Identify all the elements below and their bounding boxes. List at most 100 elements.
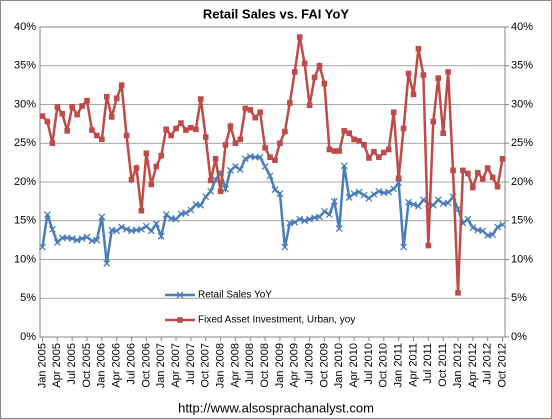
series-marker — [153, 163, 160, 170]
series-marker — [355, 188, 363, 196]
series-marker — [94, 132, 100, 139]
series-marker — [340, 162, 348, 170]
series-marker — [99, 136, 105, 143]
series-marker — [366, 155, 372, 161]
series-marker — [138, 207, 145, 214]
series-marker — [188, 124, 194, 131]
series-marker — [207, 187, 215, 195]
x-tick-label: Apr 2008 — [229, 343, 241, 388]
series-marker — [113, 95, 120, 102]
series-marker — [440, 130, 446, 136]
series-marker — [133, 165, 140, 171]
chart-title: Retail Sales vs. FAI YoY — [203, 6, 350, 21]
x-tick-label: Apr 2009 — [289, 343, 301, 388]
y2-tick-label: 10% — [511, 253, 533, 265]
series-marker — [450, 167, 456, 174]
series-marker — [282, 128, 288, 135]
series-marker — [301, 60, 308, 67]
series-marker — [325, 211, 333, 219]
series-marker — [430, 118, 437, 125]
series-marker — [44, 118, 51, 125]
series-marker — [494, 183, 501, 190]
series-marker — [158, 152, 164, 159]
series-marker — [429, 201, 437, 209]
y-tick-label: 25% — [14, 137, 36, 149]
series-marker — [78, 235, 86, 243]
y-tick-label: 40% — [14, 21, 36, 33]
series-marker — [68, 235, 76, 243]
series-marker — [454, 205, 462, 213]
series-marker — [242, 105, 249, 112]
y-tick-label: 15% — [14, 215, 36, 227]
x-tick-label: Jan 2009 — [274, 343, 286, 388]
x-tick-label: Jan 2006 — [96, 343, 108, 388]
series-marker — [405, 198, 412, 206]
series-marker — [445, 69, 451, 75]
series-marker — [172, 215, 180, 223]
series-marker — [414, 202, 422, 210]
y2-tick-label: 30% — [511, 98, 533, 110]
series-marker — [415, 45, 422, 52]
y-tick-label: 5% — [20, 292, 36, 304]
series-marker — [48, 225, 56, 233]
x-tick-label: Jan 2011 — [393, 343, 405, 387]
series-marker — [499, 155, 506, 162]
series-marker — [202, 134, 209, 140]
series-marker — [266, 172, 274, 180]
series-marker — [257, 109, 263, 116]
series-marker — [296, 215, 304, 223]
series-marker — [178, 120, 184, 126]
series-marker — [465, 170, 471, 177]
legend-marker — [177, 317, 183, 323]
series-marker — [460, 167, 466, 174]
series-marker — [361, 142, 367, 148]
y2-tick-label: 25% — [511, 137, 533, 149]
series-marker — [321, 80, 328, 87]
series-marker — [335, 225, 343, 232]
series-marker — [291, 69, 298, 75]
series-marker — [113, 227, 121, 235]
series-marker — [84, 97, 90, 104]
y2-tick-label: 15% — [511, 215, 533, 227]
series-marker — [345, 194, 353, 201]
series-marker — [316, 62, 323, 69]
series-marker — [157, 232, 165, 240]
series-marker — [247, 107, 254, 113]
series-marker — [79, 103, 85, 109]
series-marker — [281, 243, 289, 251]
series-marker — [123, 132, 130, 139]
series-marker — [350, 190, 358, 198]
series-marker — [123, 225, 131, 233]
legend-label: Fixed Asset Investment, Urban, yoy — [198, 315, 355, 326]
series-marker — [227, 123, 234, 129]
x-tick-label: Jul 2006 — [125, 343, 137, 385]
legend-label: Retail Sales YoY — [198, 290, 272, 301]
series-marker — [58, 234, 66, 242]
series-marker — [405, 70, 412, 77]
series-marker — [385, 146, 392, 153]
x-tick-label: Jul 2007 — [185, 343, 197, 385]
series-marker — [193, 126, 199, 133]
series-marker — [261, 163, 269, 170]
series-marker — [320, 207, 328, 215]
series-marker — [89, 127, 95, 133]
series-marker — [202, 193, 210, 201]
series-marker — [435, 75, 442, 81]
series-marker — [370, 190, 378, 198]
series-marker — [301, 217, 309, 225]
series-marker — [83, 233, 91, 241]
series-marker — [197, 96, 204, 102]
x-tick-label: Jul 2008 — [244, 343, 256, 385]
series-marker — [336, 148, 343, 154]
x-tick-label: Jan 2010 — [333, 343, 345, 388]
series-marker — [197, 201, 205, 209]
x-tick-label: Oct 2008 — [259, 343, 271, 388]
series-marker — [296, 34, 303, 40]
y2-tick-label: 40% — [511, 21, 533, 33]
series-marker — [331, 148, 338, 154]
series-marker — [231, 163, 239, 170]
series-marker — [103, 93, 110, 100]
series-marker — [469, 224, 477, 232]
series-marker — [390, 185, 398, 193]
x-tick-label: Apr 2012 — [467, 343, 479, 388]
